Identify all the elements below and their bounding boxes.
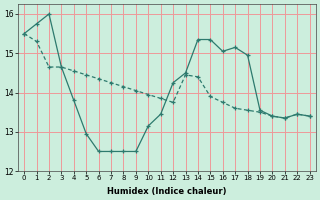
X-axis label: Humidex (Indice chaleur): Humidex (Indice chaleur) — [107, 187, 227, 196]
